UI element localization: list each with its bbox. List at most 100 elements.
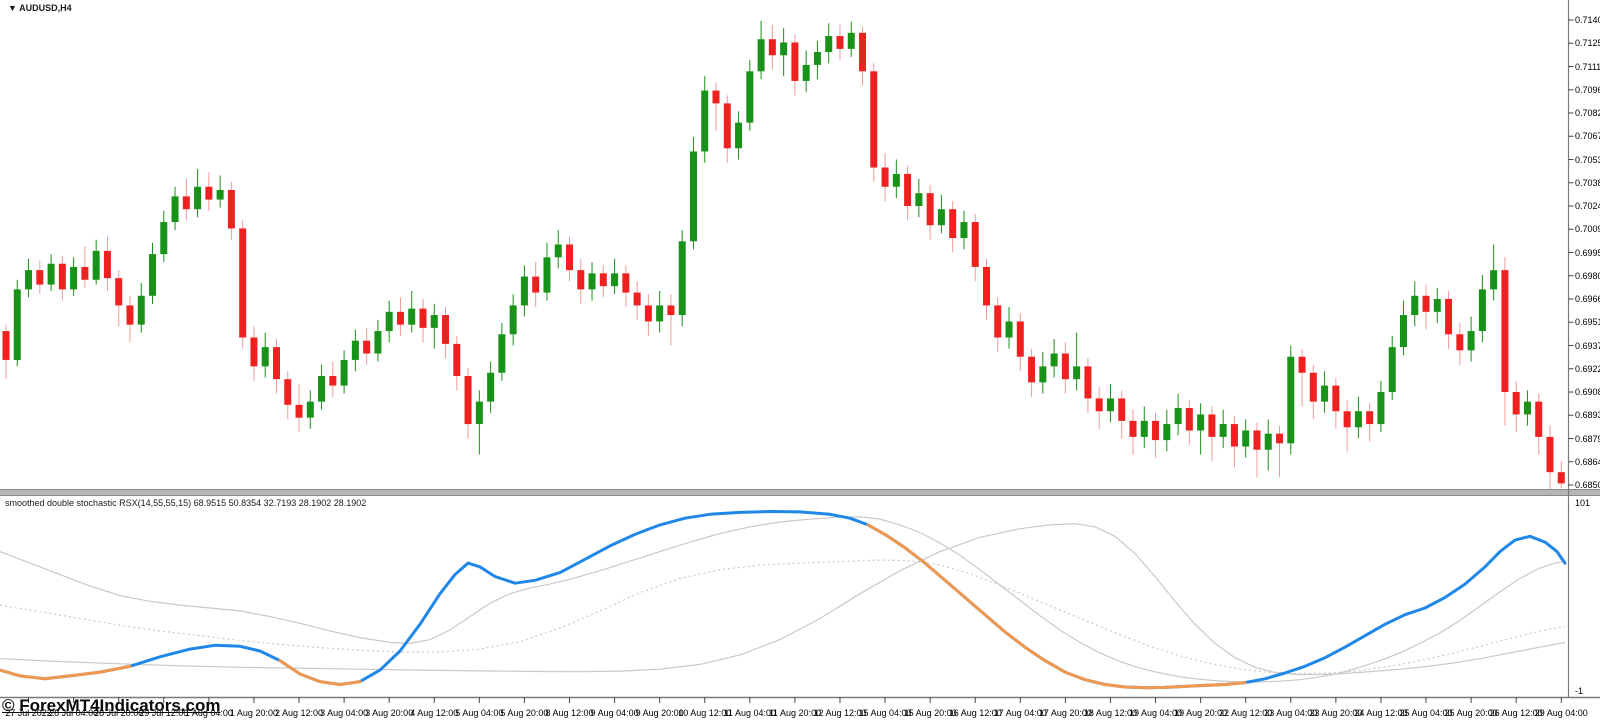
time-axis-label: 23 Aug 20:00 [1309, 708, 1363, 718]
bull-candle-body [802, 64, 810, 81]
bull-candle-body [1321, 385, 1329, 402]
bear-candle-body [227, 189, 235, 229]
time-axis-label: 29 Jul 12:00 [139, 708, 189, 718]
price-axis-label: 0.70820 [1575, 108, 1600, 118]
bull-candle-body [735, 122, 743, 149]
bull-candle-body [611, 273, 619, 287]
bear-candle-body [363, 340, 371, 354]
bull-candle-body [1039, 366, 1047, 383]
price-axis-label: 0.68935 [1575, 410, 1600, 421]
time-axis-label: 15 Aug 20:00 [903, 708, 957, 718]
bear-candle-body [1152, 420, 1160, 441]
bull-candle-body [543, 257, 551, 293]
bear-candle-body [58, 263, 66, 290]
time-axis-label: 26 Aug 12:00 [1489, 708, 1543, 718]
pane-splitter[interactable] [0, 489, 1600, 495]
bull-candle-body [937, 209, 945, 226]
bear-candle-body [1501, 270, 1509, 392]
bull-candle-body [351, 340, 359, 360]
bull-candle-body [678, 241, 686, 316]
bear-candle-body [1208, 414, 1216, 437]
time-axis-label: 17 Aug 20:00 [1038, 708, 1092, 718]
time-axis-label: 5 Aug 20:00 [500, 708, 549, 718]
time-axis-label: 19 Aug 04:00 [1129, 708, 1183, 718]
time-axis-label: 17 Aug 04:00 [993, 708, 1047, 718]
time-axis-label: 23 Aug 04:00 [1264, 708, 1318, 718]
bull-candle-body [509, 305, 517, 335]
bear-candle-body [1343, 411, 1351, 428]
bull-candle-body [1197, 414, 1205, 431]
bear-candle-body [644, 305, 652, 322]
time-axis-label: 22 Aug 12:00 [1219, 708, 1273, 718]
bear-candle-body [250, 337, 258, 367]
time-axis-label: 2 Aug 12:00 [274, 708, 324, 718]
bull-candle-body [408, 308, 416, 325]
bull-candle-body [960, 222, 968, 239]
time-axis-label: 19 Aug 20:00 [1174, 708, 1228, 718]
price-axis-label: 0.69805 [1575, 270, 1600, 281]
bull-candle-body [1287, 356, 1295, 444]
time-axis-label: 27 Jul 2022 [5, 708, 52, 718]
time-axis-label: 29 Aug 04:00 [1534, 708, 1588, 718]
bear-candle-body [712, 90, 720, 104]
time-axis-label: 8 Aug 12:00 [545, 708, 594, 718]
bull-candle-body [813, 52, 821, 65]
bull-candle-body [1140, 420, 1148, 437]
price-axis-label: 0.71255 [1575, 38, 1600, 49]
bull-candle-body [825, 36, 833, 53]
bear-candle-body [1084, 366, 1092, 399]
bull-candle-body [306, 401, 314, 418]
price-axis-label: 0.70385 [1575, 177, 1600, 188]
bear-candle-body [859, 32, 867, 72]
bull-candle-body [1399, 315, 1407, 348]
bull-candle-body [1219, 424, 1227, 437]
time-axis-label: 3 Aug 04:00 [320, 708, 369, 718]
forexmt4indicators-watermark: © ForexMT4Indicators.com [2, 696, 221, 715]
bull-candle-body [1523, 401, 1531, 415]
bull-candle-body [1388, 347, 1396, 392]
bull-candle-body [1050, 353, 1058, 367]
bull-candle-body [892, 173, 900, 187]
bull-candle-body [475, 401, 483, 425]
indicator-main-line-blue [0, 510, 1567, 690]
bear-candle-body [1061, 353, 1069, 380]
bear-candle-body [182, 196, 190, 210]
time-axis-label: 11 Aug 04:00 [723, 708, 777, 718]
price-axis-label: 0.68790 [1575, 433, 1600, 444]
bull-candle-body [656, 305, 664, 322]
bull-candle-body [160, 222, 168, 255]
time-axis-label: 11 Aug 20:00 [768, 708, 822, 718]
bull-candle-body [430, 315, 438, 328]
bear-candle-body [464, 375, 472, 425]
bear-candle-body [566, 244, 573, 271]
collapse-triangle-icon[interactable]: ▼ [8, 3, 17, 13]
bull-candle-body [216, 189, 224, 200]
bear-candle-body [667, 305, 675, 316]
bull-candle-body [1106, 398, 1114, 412]
bull-candle-body [318, 375, 326, 402]
bear-candle-body [239, 228, 247, 338]
bull-candle-body [1005, 321, 1013, 338]
time-axis-label: 16 Aug 12:00 [948, 708, 1002, 718]
bear-candle-body [295, 404, 303, 418]
time-axis-label: 4 Aug 12:00 [410, 708, 459, 718]
indicator-main-line-orange [278, 659, 362, 686]
indicator-slow-signal-line [0, 523, 1566, 676]
time-axis-label: 3 Aug 20:00 [365, 708, 414, 718]
indicator-scale-min-label: -1 [1575, 686, 1584, 696]
indicator-name-and-values-label: smoothed double stochastic RSX(14,55,55,… [5, 498, 367, 508]
bull-candle-body [1242, 430, 1250, 447]
bull-candle-body [487, 372, 495, 402]
bear-candle-body [1276, 433, 1284, 444]
bear-candle-body [904, 173, 912, 206]
bear-candle-body [1512, 392, 1520, 415]
bear-candle-body [329, 375, 337, 386]
time-axis-label: 15 Aug 04:00 [858, 708, 912, 718]
indicator-scale-max-label: 101 [1575, 498, 1591, 508]
indicator-fast-signal-line [0, 516, 1566, 683]
bear-candle-body [1546, 436, 1554, 473]
bull-candle-body [1433, 299, 1441, 312]
bear-candle-body [971, 222, 979, 267]
bull-candle-body [498, 334, 506, 373]
